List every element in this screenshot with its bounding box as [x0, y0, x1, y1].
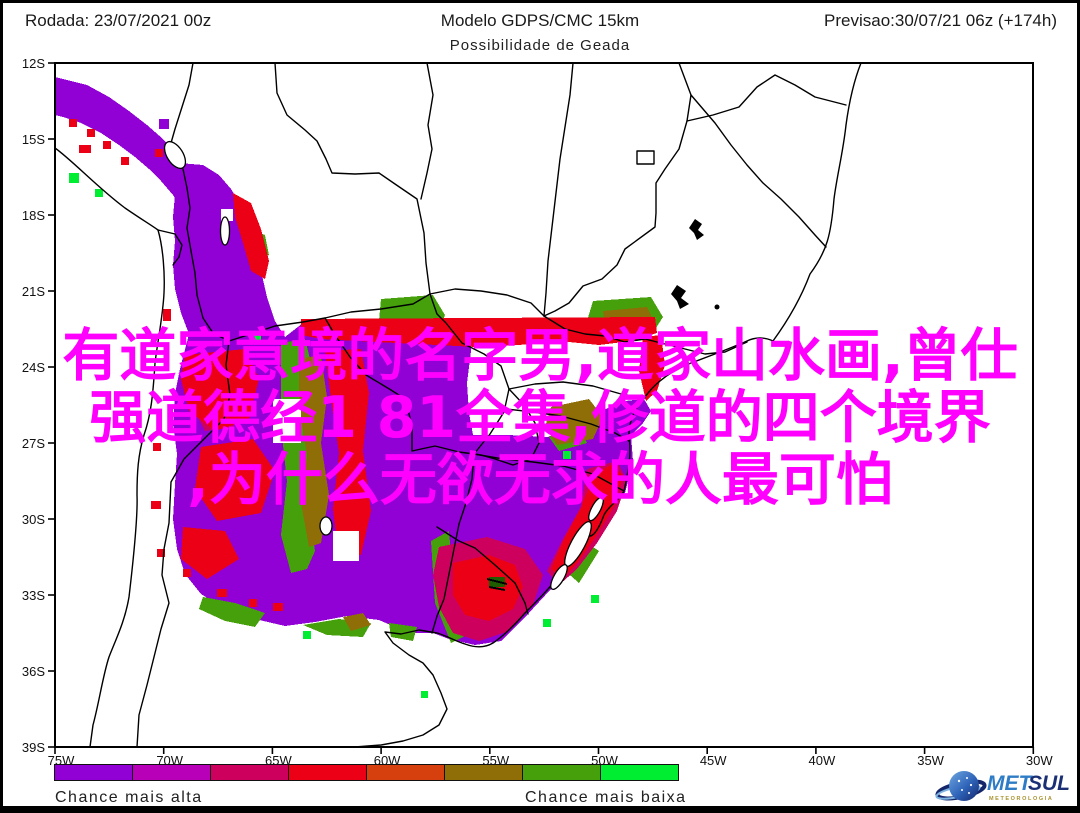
coast-atlantic: [354, 63, 862, 747]
svg-text:21S: 21S: [22, 284, 45, 299]
legend-color-cell: [288, 764, 367, 781]
svg-text:18S: 18S: [22, 208, 45, 223]
reservoir-tres-marias: [689, 219, 704, 240]
logo-text-met: MET: [987, 772, 1034, 795]
bright-green-speckles: [69, 173, 599, 698]
legend-color-cell: [600, 764, 679, 781]
svg-text:12S: 12S: [22, 56, 45, 71]
lake-poopo: [219, 216, 231, 246]
mar-chiquita: [319, 516, 333, 536]
legend-color-cell: [210, 764, 289, 781]
lagoa-norte: [588, 496, 604, 522]
legend-color-cell: [522, 764, 601, 781]
border-paraguay: [324, 293, 510, 455]
plot-title: Possibilidade de Geada: [449, 37, 631, 54]
lake-titicaca: [163, 140, 187, 170]
legend-color-cell: [444, 764, 523, 781]
state-bahia-minas: [690, 94, 827, 248]
svg-text:45W: 45W: [700, 753, 727, 768]
border-argentina-chile: [136, 340, 231, 747]
distrito-federal: [636, 150, 655, 165]
legend-label-low: Chance mais baixa: [525, 789, 687, 806]
border-peru-bolivia: [170, 63, 194, 144]
state-ms-north: [429, 288, 545, 317]
reservoir-dot: [714, 304, 720, 310]
state-sp-pr: [508, 381, 646, 399]
lakes: [163, 140, 720, 591]
state-pr-sc: [505, 408, 630, 442]
lat-tick-labels: 12S 15S 18S 21S 24S 27S 30S 33S 36S 39S: [22, 56, 45, 755]
svg-text:40W: 40W: [809, 753, 836, 768]
legend-label-high: Chance mais alta: [55, 789, 203, 806]
svg-text:15S: 15S: [22, 132, 45, 147]
frost-holes: [221, 209, 359, 561]
svg-text:33S: 33S: [22, 588, 45, 603]
red-speckles: [69, 119, 283, 611]
state-goias-bahia: [543, 63, 692, 317]
lagoa-mirim: [550, 563, 568, 591]
border-uruguay-brazil: [436, 526, 529, 615]
svg-text:30W: 30W: [1026, 753, 1053, 768]
reservoir-furnas: [671, 285, 689, 309]
svg-text:30S: 30S: [22, 512, 45, 527]
state-bahia-ne: [686, 74, 847, 122]
border-bolivia-chile: [182, 168, 230, 342]
legend-color-cell: [366, 764, 445, 781]
geo-borders: [55, 63, 862, 747]
border-chile-peru: [157, 229, 183, 266]
svg-text:27S: 27S: [22, 436, 45, 451]
globe-icon: [935, 771, 987, 801]
map-frame: [48, 62, 1035, 754]
legend-color-cell: [54, 764, 133, 781]
legend-color-cell: [132, 764, 211, 781]
state-sc-rs: [473, 453, 625, 492]
svg-text:36S: 36S: [22, 664, 45, 679]
metsul-logo: MET SUL METEOROLOGIA: [935, 771, 1070, 802]
svg-text:39S: 39S: [22, 740, 45, 755]
state-mt-go: [543, 63, 574, 317]
logo-text-sul: SUL: [1028, 772, 1070, 795]
border-argentina-bolivia: [228, 317, 326, 342]
frost-field: [55, 77, 665, 698]
logo-subtitle: METEOROLOGIA: [989, 796, 1053, 802]
border-rondonia: [420, 63, 434, 200]
svg-text:35W: 35W: [917, 753, 944, 768]
color-legend: [54, 764, 679, 781]
run-label: Rodada: 23/07/2021 00z: [25, 11, 212, 30]
svg-text:24S: 24S: [22, 360, 45, 375]
coast-pacific: [55, 147, 165, 747]
state-minas-south: [543, 315, 748, 355]
model-label: Modelo GDPS/CMC 15km: [440, 11, 640, 30]
forecast-label: Previsao:30/07/21 06z (+174h): [824, 11, 1057, 30]
border-uruguay-river: [431, 453, 475, 634]
border-bolivia-brazil: [274, 63, 431, 295]
